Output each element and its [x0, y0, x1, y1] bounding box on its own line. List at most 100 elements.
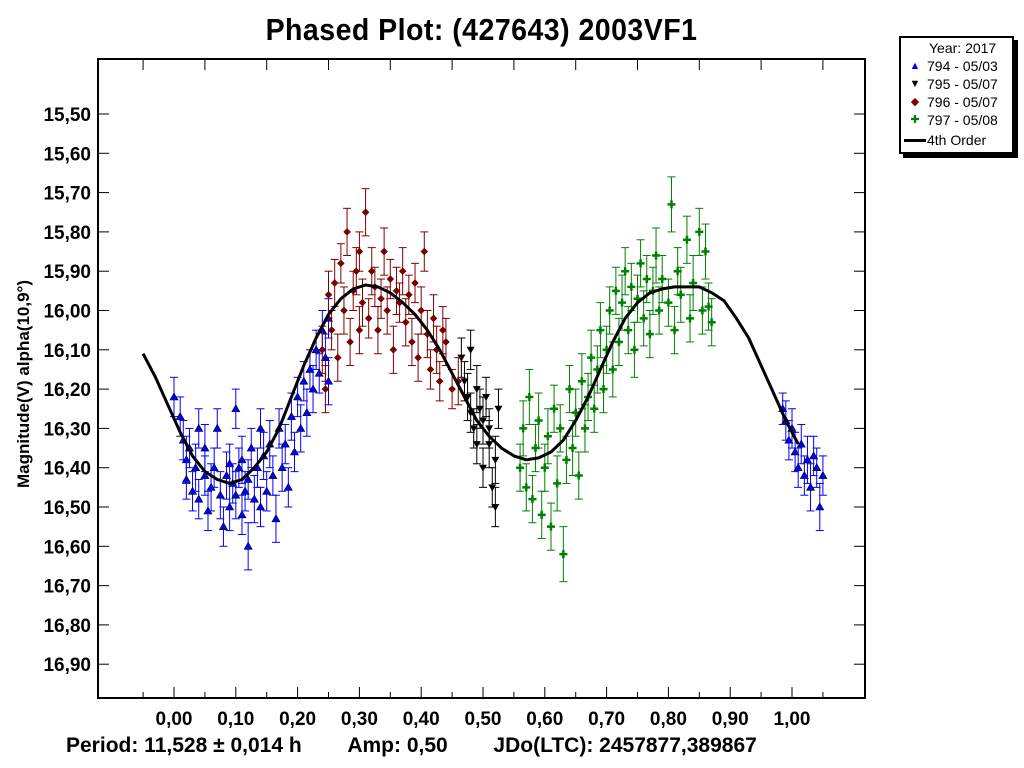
marker: [237, 455, 247, 464]
data-point: [466, 329, 475, 370]
data-point: [280, 423, 290, 465]
x-tick-label: 0,90: [712, 709, 749, 730]
marker: [222, 470, 232, 479]
diamond-icon: ◆: [910, 96, 920, 108]
marker: [528, 495, 537, 504]
data-point: [293, 376, 303, 418]
legend-item: ◆ 796 - 05/07: [901, 93, 1014, 111]
data-point: [516, 443, 525, 492]
data-point: [262, 471, 272, 512]
marker: [194, 423, 204, 432]
y-tick-label: 16,80: [43, 616, 91, 637]
marker: [448, 385, 456, 393]
data-point: [411, 262, 420, 304]
amp-text: Amp: 0,50: [347, 734, 448, 757]
y-tick-label: 16,90: [43, 655, 91, 676]
data-point: [441, 317, 450, 367]
data-point: [305, 349, 315, 390]
triangle-up-icon: ▲: [909, 60, 921, 72]
marker: [340, 306, 348, 315]
data-point: [194, 408, 204, 449]
data-point: [389, 325, 398, 374]
data-point: [608, 341, 617, 398]
plot-frame: [97, 58, 866, 699]
data-point: [482, 376, 491, 418]
marker: [614, 337, 623, 346]
data-point: [283, 467, 293, 508]
data-point: [333, 333, 342, 382]
marker: [225, 502, 235, 511]
data-point: [596, 302, 605, 359]
marker: [556, 424, 565, 433]
marker: [618, 298, 627, 307]
data-point: [618, 274, 627, 331]
marker: [237, 510, 247, 519]
marker: [698, 306, 707, 315]
marker: [327, 326, 336, 335]
data-point: [386, 258, 395, 300]
data-point: [355, 306, 364, 355]
marker: [200, 443, 210, 452]
data-point: [519, 400, 528, 457]
marker: [286, 412, 296, 420]
data-point: [343, 207, 352, 256]
triangle-down-icon: ▼: [909, 78, 921, 90]
marker: [540, 463, 549, 472]
marker: [442, 338, 450, 346]
marker: [534, 416, 543, 425]
marker: [466, 346, 475, 354]
marker: [299, 376, 309, 385]
data-point: [475, 388, 484, 429]
marker: [343, 228, 351, 236]
marker: [401, 318, 410, 327]
marker: [383, 306, 392, 315]
marker: [277, 463, 287, 472]
marker: [283, 482, 293, 491]
data-point: [676, 266, 685, 323]
legend-item: ▼ 795 - 05/07: [901, 75, 1014, 93]
marker: [605, 306, 614, 315]
y-tick-label: 16,00: [43, 302, 91, 323]
marker: [682, 235, 691, 244]
marker: [636, 259, 645, 268]
marker: [707, 318, 716, 327]
marker: [479, 464, 487, 472]
marker: [574, 471, 583, 480]
legend: Year: 2017 ▲ 794 - 05/03 ▼ 795 - 05/07 ◆…: [899, 36, 1014, 154]
marker: [256, 423, 266, 432]
marker: [553, 479, 562, 488]
marker: [806, 482, 816, 491]
data-point: [577, 353, 586, 410]
marker: [321, 385, 330, 393]
data-point: [534, 392, 543, 449]
chart-marks: [141, 176, 828, 583]
marker: [587, 353, 596, 362]
marker: [550, 404, 559, 413]
marker: [676, 290, 685, 299]
data-point: [231, 388, 241, 429]
data-point: [194, 478, 204, 520]
marker: [562, 455, 571, 464]
marker: [302, 408, 312, 416]
marker: [460, 378, 469, 386]
marker: [311, 345, 321, 354]
data-point: [550, 384, 559, 433]
marker: [194, 494, 204, 503]
marker: [337, 259, 345, 268]
x-tick-label: 0,00: [156, 709, 193, 730]
marker: [420, 247, 429, 256]
marker: [209, 463, 219, 472]
marker: [667, 200, 676, 209]
marker: [482, 393, 491, 401]
data-point: [218, 506, 228, 547]
marker: [212, 423, 222, 432]
marker: [802, 455, 812, 464]
marker: [249, 494, 259, 503]
marker: [367, 267, 376, 276]
marker: [358, 298, 367, 307]
marker: [469, 425, 478, 433]
data-point: [407, 317, 416, 367]
marker: [491, 456, 500, 464]
x-tick-label: 0,50: [465, 709, 502, 730]
data-point: [621, 247, 630, 296]
